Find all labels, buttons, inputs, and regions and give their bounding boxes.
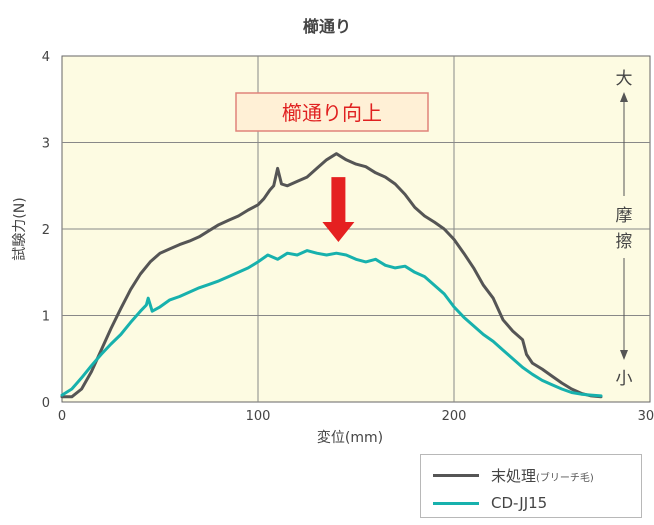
annotation-label: 櫛通り向上	[282, 101, 382, 125]
legend-swatch-cd-jj15	[433, 501, 479, 505]
y-axis-label: 試験力(N)	[12, 197, 28, 260]
legend-label-untreated: 末処理(ブリーチ毛)	[491, 466, 594, 485]
series-line-1	[60, 249, 603, 398]
scale-top-label: 大	[616, 69, 633, 89]
series-line-0	[60, 152, 603, 399]
annotation-box	[235, 92, 429, 132]
scale-middle-char-1: 摩	[616, 206, 633, 226]
legend-item-untreated: 末処理(ブリーチ毛)	[433, 463, 594, 487]
x-tick-label-0: 0	[58, 409, 66, 424]
legend-label-cd-jj15: CD-JJ15	[491, 494, 548, 512]
scale-arrow-down-icon	[620, 350, 628, 360]
legend-item-cd-jj15: CD-JJ15	[433, 491, 547, 515]
y-tick-label-1: 1	[42, 310, 50, 325]
legend-swatch-untreated	[433, 473, 479, 477]
scale-middle-char-2: 擦	[616, 232, 633, 252]
y-tick-label-2: 2	[42, 223, 50, 238]
x-axis-ticks: 0 100 200 300	[58, 409, 654, 424]
scale-arrow-up-icon	[620, 92, 628, 102]
y-axis-ticks: 0 1 2 3 4	[42, 50, 50, 411]
scale-bottom-label: 小	[616, 369, 633, 389]
chart-title: 櫛通り	[303, 17, 351, 36]
y-tick-label-4: 4	[42, 50, 50, 65]
annotation-arrow	[322, 177, 355, 242]
legend: 末処理(ブリーチ毛) CD-JJ15	[420, 454, 642, 518]
x-tick-label-1: 100	[246, 409, 271, 424]
y-tick-label-3: 3	[42, 137, 50, 152]
series-lines	[60, 152, 603, 399]
y-tick-label-0: 0	[42, 396, 50, 411]
x-tick-label-3: 300	[638, 409, 654, 424]
x-axis-label: 変位(mm)	[317, 429, 383, 446]
x-tick-label-2: 200	[442, 409, 467, 424]
